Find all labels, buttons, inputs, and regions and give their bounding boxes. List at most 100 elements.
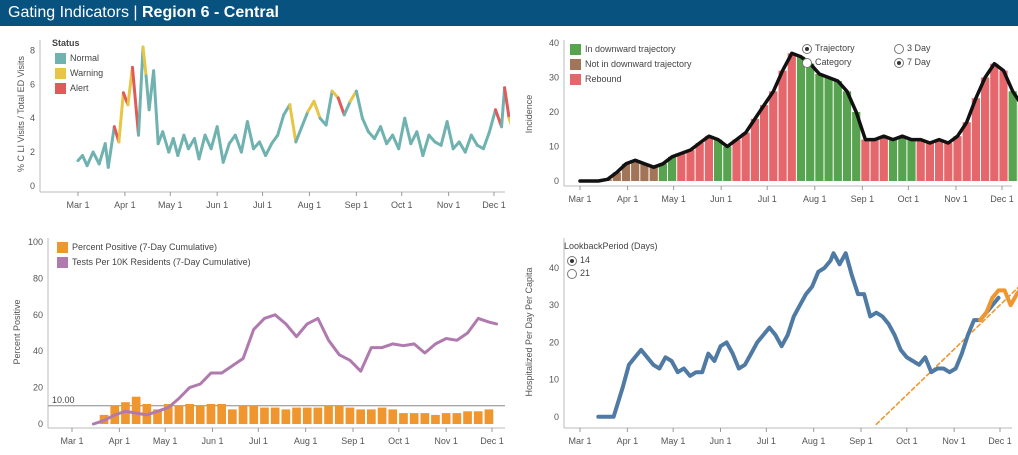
percent-positive-bar [271, 408, 280, 424]
incidence-bar [834, 81, 842, 181]
x-tick-label: Jun 1 [710, 194, 732, 204]
region-name: Region 6 - Central [142, 4, 279, 21]
x-tick-label: Mar 1 [60, 436, 83, 446]
legend-swatch-warning [55, 68, 66, 79]
incidence-bar [705, 136, 713, 181]
x-tick-label: Nov 1 [434, 436, 458, 446]
legend-downward[interactable]: In downward trajectory [570, 44, 676, 55]
cli-series-segment [260, 142, 266, 156]
legend-swatch-not-downward [570, 59, 581, 70]
cli-series-segment [278, 115, 284, 135]
percent-positive-bar [453, 413, 462, 424]
x-tick-label: May 1 [153, 436, 178, 446]
incidence-bar [926, 143, 934, 181]
percent-positive-bar [388, 409, 397, 424]
percent-positive-bar [196, 406, 205, 424]
radio-lookback-14[interactable]: 14 [567, 255, 590, 266]
cli-series-segment [217, 127, 223, 163]
percent-positive-bar [282, 409, 291, 424]
x-tick-label: Nov 1 [437, 200, 461, 210]
x-tick-label: Mar 1 [66, 200, 89, 210]
incidence-bar [696, 143, 704, 181]
x-tick-label: Oct 1 [896, 436, 918, 446]
legend-not-downward[interactable]: Not in downward trajectory [570, 59, 692, 70]
percent-positive-bar [228, 409, 237, 424]
y-tick-label: 2 [30, 147, 35, 157]
x-tick-label: Aug 1 [298, 200, 322, 210]
percent-positive-bar [314, 408, 323, 424]
incidence-bar [769, 91, 777, 181]
y-tick-label: 40 [33, 346, 43, 356]
x-tick-label: Oct 1 [388, 436, 410, 446]
percent-positive-bar [463, 411, 472, 424]
cli-series-segment [178, 135, 184, 155]
cli-series-segment [87, 152, 93, 166]
x-tick-label: Mar 1 [568, 194, 591, 204]
legend-swatch-percent-positive [57, 242, 68, 253]
incidence-bar [723, 147, 731, 182]
cli-series-segment [163, 132, 169, 152]
legend-tests[interactable]: Tests Per 10K Residents (7-Day Cumulativ… [57, 257, 251, 268]
percent-positive-bar [485, 409, 494, 424]
incidence-bar [907, 140, 915, 181]
y-tick-label: 80 [33, 273, 43, 283]
y-tick-label: 40 [549, 38, 559, 48]
x-tick-label: Sep 1 [851, 194, 875, 204]
radio-3-day[interactable]: 3 Day [894, 43, 931, 54]
percent-positive-bar [356, 409, 365, 424]
radio-category-icon [802, 58, 812, 68]
cli-series-segment [356, 91, 362, 118]
radio-lookback-21[interactable]: 21 [567, 268, 590, 279]
legend-percent-positive[interactable]: Percent Positive (7-Day Cumulative) [57, 242, 217, 253]
legend-normal[interactable]: Normal [55, 53, 99, 64]
cli-series-segment [199, 135, 205, 159]
legend-alert[interactable]: Alert [55, 83, 89, 94]
x-tick-label: Jul 1 [253, 200, 272, 210]
x-tick-label: Jul 1 [757, 436, 776, 446]
x-tick-label: May 1 [158, 200, 183, 210]
x-tick-label: Oct 1 [898, 194, 920, 204]
radio-7-day[interactable]: 7 Day [894, 57, 931, 68]
incidence-bar [935, 140, 943, 181]
legend-swatch-normal [55, 53, 66, 64]
y-tick-label: 60 [33, 310, 43, 320]
radio-trajectory[interactable]: Trajectory [802, 43, 855, 54]
incidence-bar [751, 119, 759, 181]
x-tick-label: May 1 [661, 436, 686, 446]
percent-positive-bar [185, 404, 194, 424]
x-tick-label: Apr 1 [114, 200, 136, 210]
incidence-bar [963, 122, 971, 181]
incidence-bar [742, 133, 750, 181]
cli-series-segment [290, 105, 296, 142]
incidence-bar [861, 140, 869, 181]
x-tick-label: Jun 1 [206, 200, 228, 210]
cli-series-segment [362, 118, 368, 132]
y-tick-label: 100 [28, 237, 43, 247]
incidence-bar [788, 53, 796, 181]
y-tick-label: 10 [549, 142, 559, 152]
legend-warning[interactable]: Warning [55, 68, 103, 79]
x-tick-label: Mar 1 [568, 436, 591, 446]
y-tick-label: 0 [554, 412, 559, 422]
cli-series-segment [405, 118, 411, 143]
x-tick-label: Jul 1 [249, 436, 268, 446]
y-axis-title: Percent Positive [12, 299, 22, 364]
percent-positive-bar [474, 411, 483, 424]
cli-series-segment [509, 118, 510, 132]
cli-series-segment [223, 144, 229, 163]
x-tick-label: Oct 1 [391, 200, 413, 210]
radio-category[interactable]: Category [802, 57, 852, 68]
cli-series-segment [489, 110, 495, 132]
legend-swatch-downward [570, 44, 581, 55]
y-tick-label: 20 [33, 383, 43, 393]
cli-series-segment [423, 135, 429, 155]
legend-rebound[interactable]: Rebound [570, 74, 622, 85]
trend-projection-line [876, 283, 1018, 424]
cli-series-segment [143, 47, 146, 76]
reference-label: 10.00 [52, 395, 75, 405]
incidence-bar [981, 78, 989, 182]
header-bar: Gating Indicators | Region 6 - Central [0, 0, 1018, 26]
cli-series-segment [381, 127, 387, 144]
incidence-bar [650, 167, 658, 181]
